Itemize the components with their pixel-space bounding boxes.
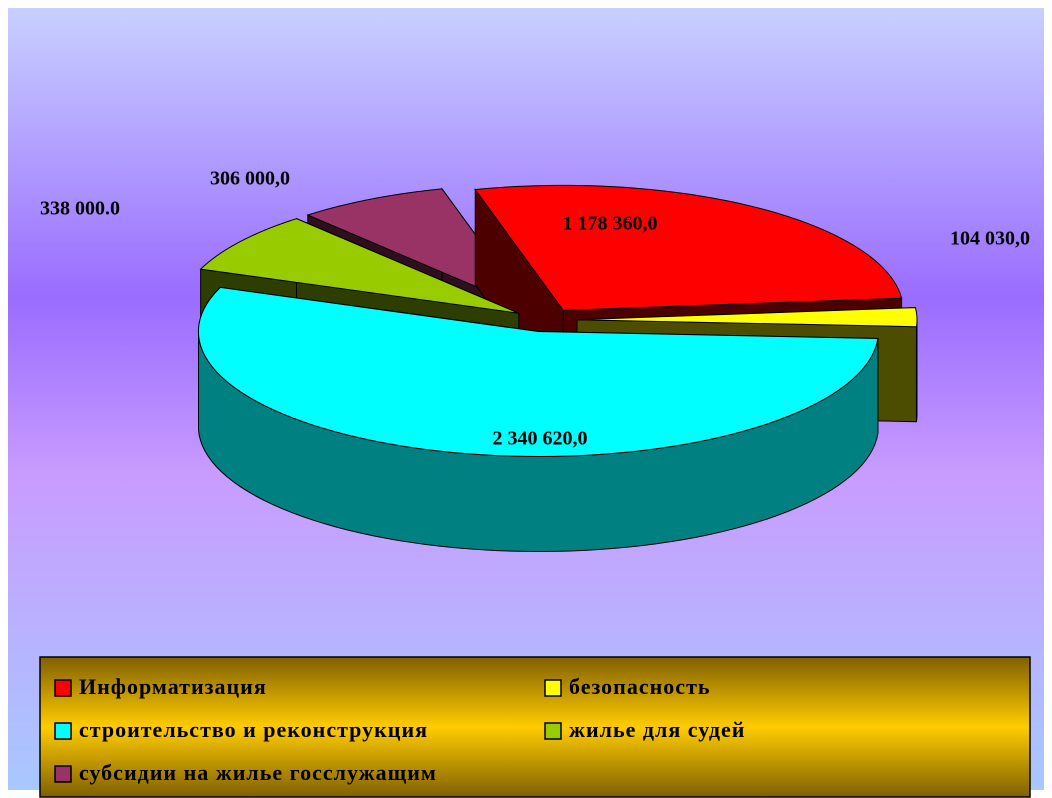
legend-box [39, 656, 1031, 798]
slice-outer-wall [915, 319, 918, 422]
value-label: 2 340 620,0 [493, 428, 588, 450]
slice [197, 286, 879, 458]
slice [474, 184, 903, 311]
legend-label: субсидии на жилье госслужащим [79, 760, 437, 785]
legend-label: строительство и реконструкция [79, 717, 428, 742]
slice [306, 188, 532, 311]
legend-swatch [544, 679, 562, 697]
pie [197, 184, 918, 553]
legend-swatch [544, 722, 562, 740]
legend-label: Информатизация [79, 674, 267, 699]
legend-label: жилье для судей [569, 717, 745, 742]
value-label: 104 030,0 [950, 228, 1030, 250]
legend-swatch [54, 765, 72, 783]
slice [576, 307, 918, 328]
value-label: 306 000,0 [210, 168, 290, 190]
value-label: 338 000.0 [40, 198, 120, 220]
slice [199, 218, 519, 314]
legend-swatch [54, 722, 72, 740]
value-label: 1 178 360,0 [563, 213, 658, 235]
legend-swatch [54, 679, 72, 697]
legend-label: безопасность [569, 674, 711, 699]
labels: 1 178 360,0 104 030,0 2 340 620,0 338 000.0… [40, 168, 1030, 785]
